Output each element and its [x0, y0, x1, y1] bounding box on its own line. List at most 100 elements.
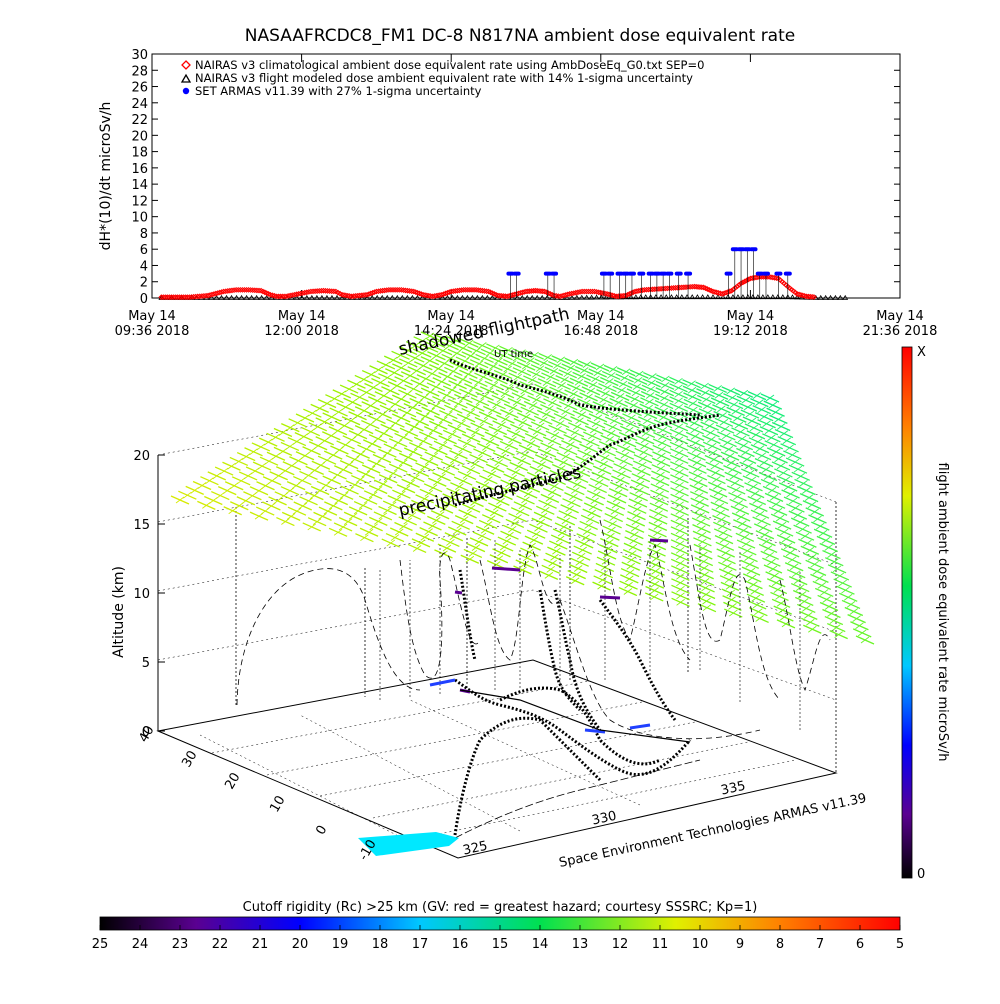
model-point: [822, 294, 829, 300]
projection-curve: [599, 519, 691, 661]
grid-cell: [689, 413, 699, 420]
grid-cell: [339, 466, 348, 474]
model-point: [444, 294, 451, 300]
grid-cell: [702, 402, 712, 410]
model-point: [633, 294, 639, 300]
grid-cell: [556, 465, 566, 472]
model-point: [588, 294, 595, 300]
climatological-point: [235, 286, 242, 293]
colorbar-tick-label: 20: [292, 937, 309, 952]
grid-cell: [749, 424, 759, 432]
grid-cell: [456, 521, 465, 529]
colorbar-axis-label: flight ambient dose equivalent rate micr…: [935, 463, 950, 762]
grid-cell: [485, 349, 495, 357]
grid-cell: [525, 407, 534, 415]
y-tick-label: 26: [131, 81, 148, 96]
grid-cell: [812, 567, 822, 575]
climatological-point: [536, 288, 542, 294]
grid-cell: [480, 355, 489, 362]
grid-cell: [775, 514, 785, 522]
grid-cell: [776, 423, 786, 430]
y-tick-label: 18: [131, 146, 148, 161]
grid-cell: [659, 401, 669, 408]
grid-cell: [716, 509, 725, 517]
grid-cell: [816, 522, 825, 530]
grid-cell: [470, 499, 479, 506]
grid-cell: [599, 460, 608, 468]
grid-cell: [627, 414, 636, 422]
x-tick-label: 21:36 2018: [863, 324, 938, 339]
grid-cell: [579, 367, 589, 374]
grid-cell: [755, 510, 765, 518]
grid-cell: [728, 609, 738, 617]
grid-cell: [374, 518, 383, 525]
grid-cell: [714, 496, 724, 503]
grid-cell: [496, 395, 506, 403]
climatological-point: [346, 293, 353, 299]
grid-cell: [714, 391, 724, 399]
grid-cell: [615, 392, 625, 400]
grid-cell: [787, 556, 797, 564]
grid-cell: [632, 505, 642, 513]
climatological-point: [396, 286, 403, 293]
grid-cell: [687, 386, 697, 394]
grid-cell: [768, 565, 778, 573]
grid-cell: [726, 387, 736, 395]
grid-cell: [815, 575, 824, 582]
grid-cell: [799, 480, 808, 487]
grid-cell: [771, 408, 780, 416]
grid-cell: [624, 581, 633, 589]
grid-cell: [517, 368, 527, 376]
climatological-point: [768, 274, 774, 281]
grid-cell: [560, 376, 569, 383]
colorbar-tick-label: 12: [612, 937, 629, 952]
grid-cell: [541, 506, 550, 514]
armas-point: [761, 271, 770, 276]
coastline-patch: [358, 832, 459, 856]
legend-label: NAIRAS v3 climatological ambient dose eq…: [195, 58, 704, 72]
climatological-point: [689, 283, 696, 290]
grid-cell: [731, 408, 740, 415]
grid-cell: [717, 405, 726, 413]
grid-cell: [499, 492, 508, 499]
grid-cell: [654, 497, 664, 505]
grid-cell: [762, 538, 771, 545]
model-point: [725, 294, 731, 300]
grid-cell: [687, 380, 696, 388]
grid-cell: [675, 553, 685, 561]
grid-cell: [497, 453, 507, 461]
grid-cell: [505, 410, 514, 417]
model-point: [832, 294, 839, 300]
grid-cell: [254, 512, 264, 520]
grid-cell: [212, 472, 222, 480]
grid-cell: [734, 421, 744, 429]
climatological-point: [462, 286, 469, 293]
grid-cell: [234, 458, 244, 465]
grid-cell: [644, 404, 653, 412]
grid-cell: [634, 370, 644, 378]
grid-cell: [286, 424, 295, 432]
grid-cell: [806, 618, 815, 626]
climatological-point: [811, 294, 817, 300]
grid-cell: [505, 531, 514, 539]
grid-cell: [790, 458, 800, 466]
model-point: [334, 294, 340, 300]
grid-cell: [676, 592, 685, 600]
y-tick-label: 28: [131, 64, 148, 79]
grid-cell: [444, 411, 453, 418]
grid-cell: [508, 404, 518, 412]
model-point: [779, 294, 786, 300]
model-point: [484, 294, 491, 300]
grid-cell: [626, 420, 635, 428]
grid-cell: [387, 501, 397, 509]
model-point: [658, 294, 664, 300]
grid-cell: [381, 361, 391, 369]
grid-cell: [643, 417, 652, 425]
grid-cell: [807, 553, 817, 561]
model-point: [399, 294, 406, 300]
grid-cell: [793, 511, 803, 519]
grid-cell: [700, 571, 709, 579]
model-point: [519, 294, 526, 300]
grid-cell: [264, 457, 274, 465]
grid-cell: [388, 444, 398, 452]
